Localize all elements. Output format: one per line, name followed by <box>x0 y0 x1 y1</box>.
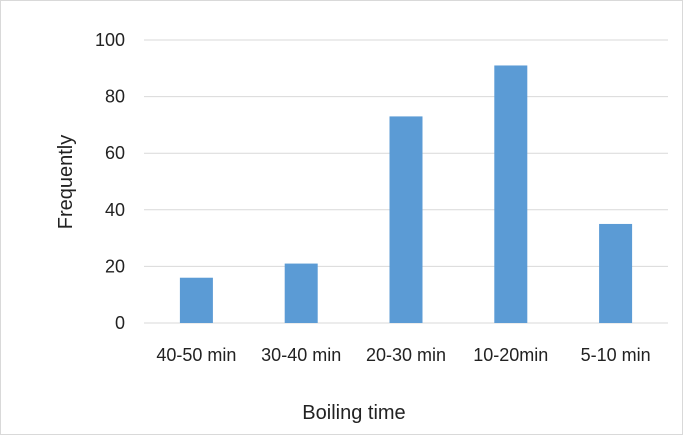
bar-1 <box>179 277 213 323</box>
x-tick-labels: 40-50 min 30-40 min 20-30 min 10-20min 5-10 … <box>156 345 650 365</box>
y-tick-label: 0 <box>115 313 125 333</box>
y-tick-label: 100 <box>95 30 125 50</box>
y-tick-labels: 0 20 40 60 80 100 <box>95 30 125 333</box>
x-axis-title: Boiling time <box>302 402 405 424</box>
y-tick-label: 80 <box>105 87 125 107</box>
bar-2 <box>284 263 318 323</box>
x-tick-label: 10-20min <box>473 345 548 365</box>
bar-4 <box>494 65 528 323</box>
x-tick-label: 40-50 min <box>156 345 236 365</box>
y-tick-label: 40 <box>105 200 125 220</box>
bar-3 <box>389 116 423 323</box>
y-tick-label: 20 <box>105 256 125 276</box>
bars <box>179 65 633 323</box>
x-tick-label: 30-40 min <box>261 345 341 365</box>
bar-5 <box>599 223 633 323</box>
x-tick-label: 20-30 min <box>366 345 446 365</box>
y-axis-title: Frequently <box>55 135 77 230</box>
y-tick-label: 60 <box>105 143 125 163</box>
x-tick-label: 5-10 min <box>581 345 651 365</box>
